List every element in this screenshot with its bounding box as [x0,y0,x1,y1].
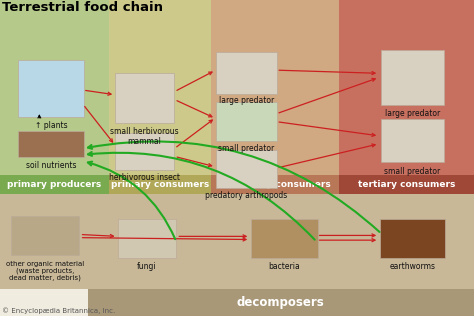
Text: primary producers: primary producers [8,180,101,189]
FancyBboxPatch shape [250,219,319,258]
Bar [0,0,109,194]
Text: small herbivorous
mammal: small herbivorous mammal [110,127,179,146]
Bar [109,175,211,194]
FancyBboxPatch shape [216,52,277,94]
Bar [211,175,339,194]
FancyBboxPatch shape [18,131,84,157]
Text: fungi: fungi [137,262,157,271]
Bar [0,194,474,289]
Text: tertiary consumers: tertiary consumers [358,180,455,189]
Text: decomposers: decomposers [237,296,325,309]
FancyBboxPatch shape [216,102,277,141]
Bar [0,175,109,194]
Bar [109,0,211,194]
FancyBboxPatch shape [115,133,173,170]
FancyBboxPatch shape [380,219,445,258]
Text: other organic material
(waste products,
dead matter, debris): other organic material (waste products, … [6,261,84,281]
FancyBboxPatch shape [115,73,173,123]
Bar [339,175,474,194]
Text: predatory arthropods: predatory arthropods [205,191,288,200]
Text: earthworms: earthworms [389,262,436,271]
Text: small predator: small predator [384,167,440,175]
Text: ↑ plants: ↑ plants [35,121,67,130]
Text: herbivorous insect: herbivorous insect [109,173,180,182]
FancyBboxPatch shape [381,50,444,105]
FancyBboxPatch shape [381,119,444,162]
Text: © Encyclopædia Britannica, Inc.: © Encyclopædia Britannica, Inc. [2,307,116,314]
Text: large predator: large predator [219,96,274,105]
Text: small predator: small predator [219,144,274,153]
Text: large predator: large predator [385,109,440,118]
Bar [211,0,339,194]
Bar [339,0,474,194]
Text: secondary consumers: secondary consumers [219,180,330,189]
Bar [88,289,474,316]
Text: bacteria: bacteria [269,262,300,271]
Text: Terrestrial food chain: Terrestrial food chain [2,1,164,14]
Text: soil nutrients: soil nutrients [26,161,76,170]
Text: primary consumers: primary consumers [111,180,209,189]
FancyBboxPatch shape [18,60,84,118]
FancyBboxPatch shape [11,216,79,255]
FancyBboxPatch shape [118,219,176,258]
FancyBboxPatch shape [216,150,277,188]
